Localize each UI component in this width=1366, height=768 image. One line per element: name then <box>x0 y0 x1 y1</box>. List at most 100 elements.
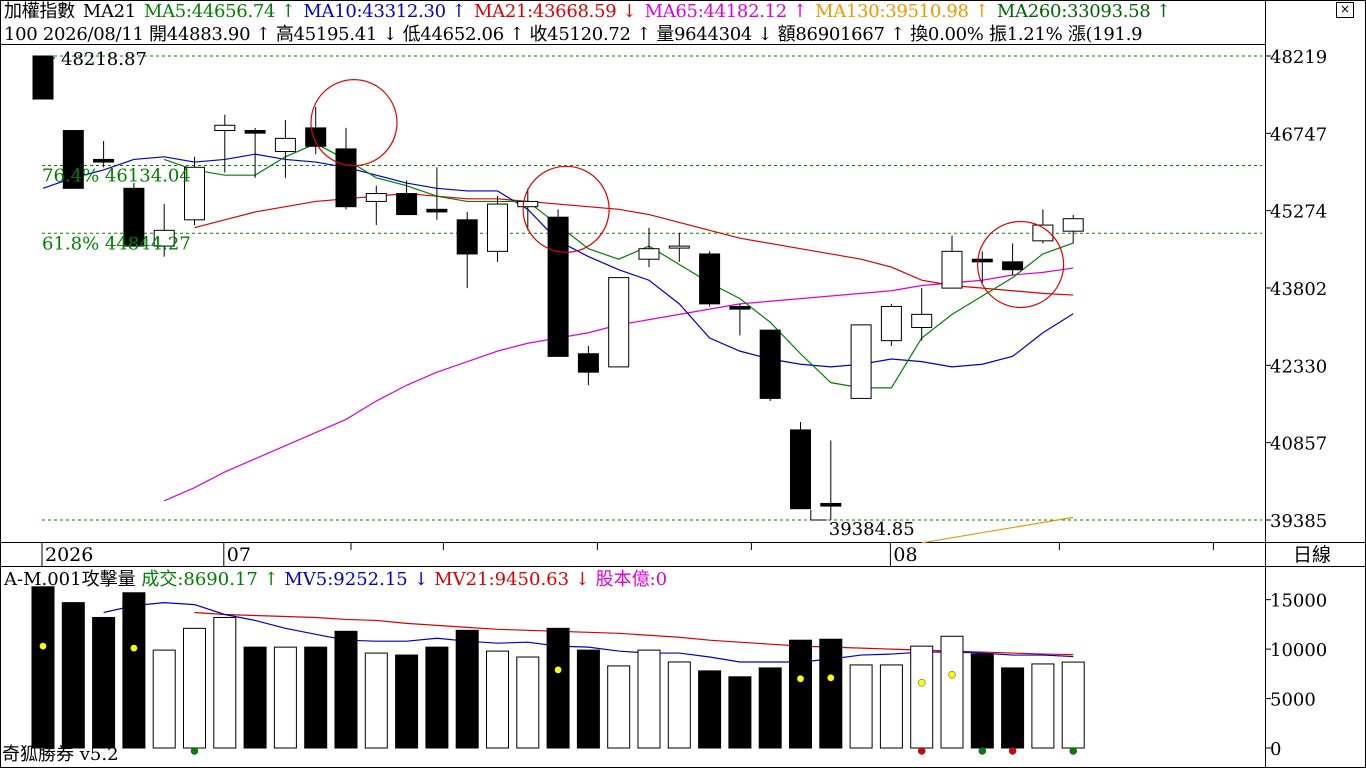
volume-bar <box>607 665 631 749</box>
candle-down <box>32 55 54 100</box>
candle-down <box>305 127 327 147</box>
price-tick-label: 45274 <box>1270 202 1327 223</box>
volume-bar <box>910 645 934 749</box>
candle-down <box>396 193 418 216</box>
signal-dot <box>917 747 926 755</box>
volume-bar <box>546 627 570 749</box>
volume-bar <box>940 635 964 749</box>
candle-down <box>456 219 478 255</box>
close-button[interactable]: × <box>1336 2 1354 18</box>
candle-down <box>1002 261 1024 271</box>
date-label: 2026 <box>45 544 93 566</box>
volume-bar <box>183 627 206 749</box>
highlight-circle <box>976 220 1065 309</box>
price-tick-label: 43802 <box>1270 279 1327 300</box>
candle-down <box>244 130 266 134</box>
date-label: 08 <box>893 544 917 566</box>
candle-down <box>971 258 993 263</box>
candle-up <box>668 245 690 249</box>
volume-bar <box>304 646 328 749</box>
price-tick-label: 42330 <box>1270 356 1327 377</box>
signal-dot <box>1069 747 1077 755</box>
period-label[interactable]: 日線 <box>1293 544 1331 566</box>
candle-down <box>123 187 145 247</box>
volume-legend-item: A-M.001攻擊量 <box>3 569 136 590</box>
volume-legend-item: MV21:9450.63 ↓ <box>429 569 590 590</box>
volume-legend-item: MV5:9252.15 ↓ <box>279 569 429 590</box>
highlight-circle <box>522 165 610 253</box>
candle-down <box>547 216 569 357</box>
volume-bar <box>576 649 600 749</box>
signal-dot <box>554 666 562 674</box>
highlight-circle <box>310 79 398 167</box>
signal-dot <box>1008 747 1017 755</box>
volume-tick-label: 10000 <box>1270 640 1327 661</box>
volume-bar <box>637 649 661 749</box>
volume-bar <box>425 646 449 749</box>
indicator-3: MA10:43312.30 ↑ <box>303 1 466 22</box>
candle-up <box>850 324 872 399</box>
signal-dot <box>190 747 199 755</box>
candle-up <box>184 166 205 221</box>
high-pointer <box>42 57 55 74</box>
candle-down <box>93 158 115 163</box>
volume-bar <box>273 646 297 749</box>
volume-bar <box>243 646 267 749</box>
price-tick-label: 39385 <box>1270 511 1327 532</box>
candle-up <box>517 200 539 208</box>
volume-bar <box>334 630 358 749</box>
volume-bar <box>728 676 752 749</box>
indicator-6: MA130:39510.98 ↑ <box>815 1 989 22</box>
volume-bar <box>1061 661 1085 749</box>
indicator-7: MA260:33093.58 ↑ <box>996 1 1171 22</box>
candle-down <box>62 130 84 189</box>
volume-bar <box>92 616 116 749</box>
ohlc-header: 100 2026/08/11 開44883.90 ↑ 高45195.41 ↓ 低… <box>4 24 1262 46</box>
software-footer: 奇狐勝券 v5.2 <box>2 744 119 765</box>
candle-down <box>699 253 721 305</box>
candle-up <box>911 313 933 328</box>
candle-up <box>153 229 175 247</box>
volume-bar <box>698 670 722 749</box>
signal-dot <box>796 675 805 683</box>
candle-up <box>214 124 236 132</box>
price-tick-label: 46747 <box>1270 124 1327 145</box>
volume-tick-label: 15000 <box>1270 591 1327 612</box>
volume-bar <box>1001 667 1025 749</box>
indicator-2: MA5:44656.74 ↑ <box>143 1 296 22</box>
volume-tick-label: 0 <box>1270 739 1281 760</box>
candle-up <box>1032 224 1054 242</box>
fib-618-label: 61.8% 44844.27 <box>42 233 191 254</box>
candle-down <box>335 148 357 208</box>
indicator-1: MA21 <box>82 1 136 22</box>
fib-764-label: 76.4% 46134.04 <box>42 166 191 187</box>
ma130-line <box>921 516 1074 544</box>
signal-dot <box>948 671 956 679</box>
ohlc-text: 100 2026/08/11 開44883.90 ↑ 高45195.41 ↓ 低… <box>4 24 1143 45</box>
volume-bar <box>970 653 994 749</box>
volume-tick-label: 5000 <box>1270 690 1316 711</box>
candle-down <box>426 208 448 213</box>
volume-bar <box>486 650 509 749</box>
volume-bar <box>364 652 388 749</box>
volume-bar <box>758 667 782 749</box>
price-panel-frame <box>0 44 1266 543</box>
volume-legend-item: 股本億:0 <box>590 569 667 590</box>
signal-dot <box>827 674 835 682</box>
candle-up <box>941 250 963 289</box>
volume-legend-a: A-M.001攻擊量 成交:8690.17 ↑ MV5:9252.15 ↓ MV… <box>3 569 667 590</box>
ma21-line <box>194 192 1074 296</box>
price-tick-label: 48219 <box>1270 47 1327 68</box>
signal-dot <box>39 642 47 650</box>
price-tick-label: 40857 <box>1270 434 1327 455</box>
candle-up <box>365 193 387 202</box>
candle-up <box>880 305 902 342</box>
candle-down <box>729 305 751 310</box>
candle-up <box>608 277 630 368</box>
candle-up <box>274 137 296 153</box>
volume-bar <box>455 629 479 749</box>
signal-dot <box>978 747 987 755</box>
low-pointer <box>810 510 827 521</box>
low-label: 39384.85 <box>829 519 915 540</box>
